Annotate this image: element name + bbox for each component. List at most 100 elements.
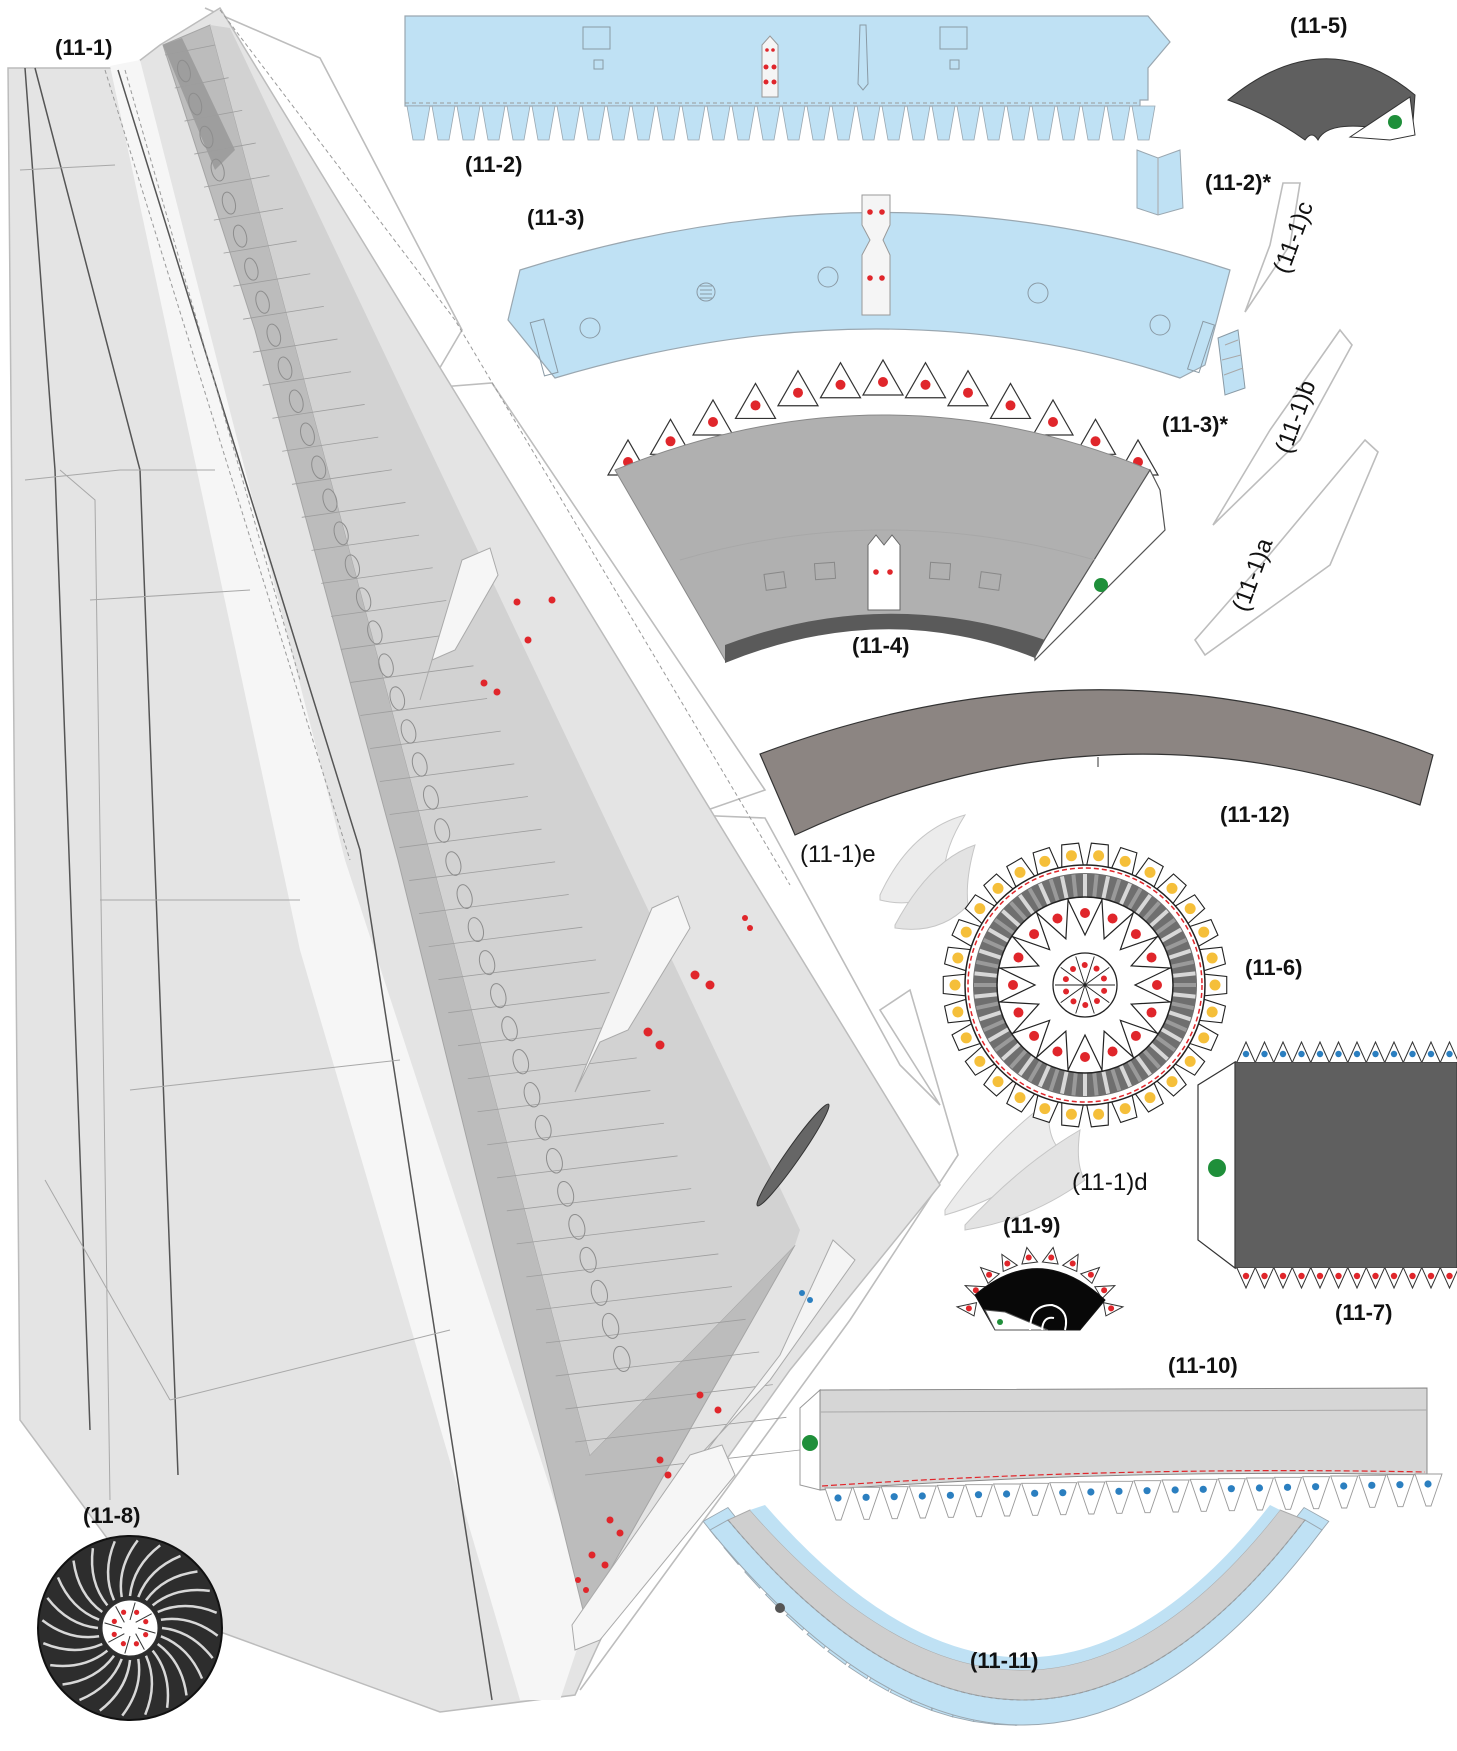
disc-11-6-graphics xyxy=(942,842,1228,1128)
half-disc-11-9-flap xyxy=(984,1309,1049,1331)
strip-11-10-tooth xyxy=(936,1484,966,1518)
wing-rib-line xyxy=(438,959,596,981)
turbine-11-8-blade xyxy=(56,1576,100,1621)
label-11-7: (11-7) xyxy=(1335,1300,1392,1325)
fan-11-5-body xyxy=(1227,58,1416,142)
wing-rib-ellipse xyxy=(389,686,406,711)
disc-11-6-yellow-dot xyxy=(1198,926,1210,938)
disc-11-6-ring-stripe xyxy=(1038,882,1052,906)
strip-11-10-tooth xyxy=(1217,1478,1246,1512)
wing-rib-ellipse xyxy=(232,224,248,248)
disc-11-6-ring-stripe xyxy=(976,1001,1000,1011)
strip-11-10-tooth xyxy=(964,1484,994,1518)
disc-11-6-ring-stripe xyxy=(978,948,1002,960)
wing-pylon-tab-1 xyxy=(419,547,499,701)
strip-11-2-tooth xyxy=(1106,105,1131,141)
wing-panel-line-4 xyxy=(169,1329,451,1401)
wing-rib-ellipse xyxy=(557,1180,575,1207)
disc-11-6-ring-stripe xyxy=(1048,1068,1060,1092)
half-disc-11-9-dot xyxy=(1087,1271,1094,1278)
wing-rib-line xyxy=(487,1122,665,1146)
label-11-3-star: (11-3)* xyxy=(1162,412,1228,437)
wing-fold-line-2 xyxy=(219,9,791,886)
disc-11-6-ring-stripe xyxy=(1110,878,1122,902)
part-11-1e: (11-1)e xyxy=(800,814,976,930)
turbine-11-8-blade xyxy=(46,1597,99,1630)
disc-11-6-ring-stripe xyxy=(1135,894,1152,915)
wing-rib-line xyxy=(223,240,297,254)
strip-11-2-tooth xyxy=(656,105,681,141)
half-disc-11-9-dot xyxy=(1069,1260,1076,1267)
strip-11-2-tooth xyxy=(756,105,781,141)
label-11-9: (11-9) xyxy=(1003,1213,1060,1238)
wing-rib-ellipse xyxy=(490,983,507,1009)
strip-11-10-tooth xyxy=(992,1483,1022,1517)
disc-11-6-yellow-dot xyxy=(1093,1108,1105,1120)
strip-11-10-tooth xyxy=(1161,1479,1190,1513)
wing-rib-ellipse xyxy=(333,521,349,546)
wing-panel-line-7 xyxy=(129,1059,401,1091)
disc-11-6-ring-stripe xyxy=(1048,878,1060,902)
disc-11-6-ring-stripe xyxy=(1059,1070,1069,1094)
part-11-9-half-disc: (11-9) xyxy=(955,1213,1125,1331)
wing-rib-line xyxy=(399,828,542,848)
part-11-7-rectangle: (11-7) xyxy=(1197,1040,1457,1325)
cone-11-4-glue-dot xyxy=(1090,436,1101,447)
strip-11-2-tooth xyxy=(456,105,481,141)
wing-rib-ellipse xyxy=(579,1246,597,1273)
disc-11-6-red-dot xyxy=(1008,980,1018,990)
disc-11-6-hub-spoke xyxy=(1084,984,1095,1014)
half-disc-11-9-dot xyxy=(1048,1254,1055,1261)
rect-11-7-red-dot xyxy=(1242,1272,1250,1280)
disc-11-6-yellow-dot xyxy=(1119,1103,1131,1115)
wing-rib-ellipse xyxy=(199,125,214,149)
wing-rib-line xyxy=(418,894,569,915)
wing-rib-ellipse xyxy=(300,422,315,447)
wing-rib-ellipse xyxy=(367,620,383,645)
disc-11-6-ring-stripe xyxy=(974,971,998,978)
disc-11-6-star-point xyxy=(1035,1029,1069,1072)
strip-11-10-tooth xyxy=(1386,1474,1415,1508)
cone-11-4-glue-dot xyxy=(750,400,761,411)
strip-11-2-tooth xyxy=(406,105,431,141)
rect-11-7-blue-dot xyxy=(1279,1050,1287,1058)
turbine-11-8-blades xyxy=(41,1539,219,1717)
strip-11-10-tooth xyxy=(1133,1480,1162,1514)
wing-pylon-tab-4 xyxy=(571,1444,736,1651)
rect-11-7-red-dot xyxy=(1446,1272,1453,1280)
part-11-5-fan: (11-5) xyxy=(1227,13,1416,142)
cone-11-4-glue-dot xyxy=(835,379,846,390)
turbine-11-8-hub-spoke xyxy=(135,1613,152,1623)
disc-11-6-star-point xyxy=(1101,1029,1135,1072)
wing-rib-line xyxy=(497,1155,678,1179)
rect-11-7-red-dot xyxy=(1316,1272,1324,1280)
disc-11-6-ring-stripe xyxy=(1101,1070,1111,1094)
disc-11-6-yellow-dot xyxy=(974,1055,986,1067)
strip-11-2-tooth xyxy=(931,105,956,141)
strip-11-2-tooth xyxy=(881,105,906,141)
disc-11-6-hub-spoke xyxy=(1084,956,1095,986)
disc-11-6-yellow-dot xyxy=(1065,850,1077,862)
strip-11-10-blue-dot xyxy=(1115,1487,1123,1495)
turbine-11-8-blade xyxy=(137,1554,182,1598)
rect-11-7-blue-dot xyxy=(1372,1050,1379,1058)
disc-11-6-star-point xyxy=(1066,898,1104,937)
disc-11-6-ring-stripe xyxy=(1127,1060,1143,1083)
part-11-3-curved-strip: (11-3) xyxy=(507,194,1231,379)
disc-11-6-red-dot xyxy=(1107,913,1118,924)
strip-11-2-tooth xyxy=(706,105,731,141)
turbine-11-8-hub-spoke xyxy=(135,1633,145,1650)
strip-11-10-blue-dot xyxy=(1424,1480,1432,1488)
strip-11-2-tooth xyxy=(1006,105,1031,141)
wing-rib-ellipse xyxy=(188,92,203,116)
turbine-11-8-blade xyxy=(99,1659,132,1712)
disc-11-6-yellow-dot xyxy=(1206,952,1218,964)
disc-11-6-ring-stripe xyxy=(1149,1042,1169,1061)
strip-11-2-tooth xyxy=(906,105,931,141)
wing-rib-line xyxy=(272,404,365,419)
wing-rib-line xyxy=(536,1286,733,1311)
rect-11-7-blue-dot xyxy=(1316,1050,1324,1058)
strip-11-10-tooth xyxy=(1414,1473,1443,1507)
rect-11-7-blue-dot xyxy=(1298,1050,1305,1058)
disc-11-6-ring-stripe xyxy=(982,1018,1006,1032)
